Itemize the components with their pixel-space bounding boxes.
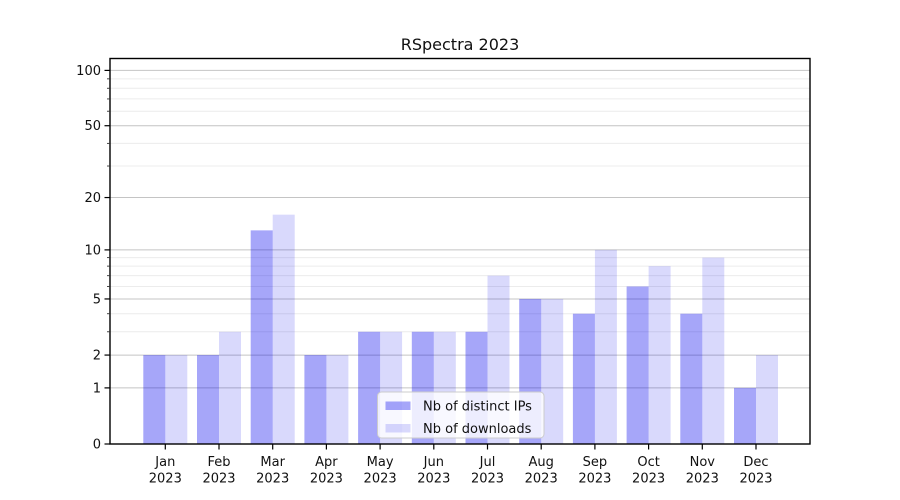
x-tick-label-jul: Jul 2023: [471, 455, 504, 487]
bar-apr-downloads: [326, 355, 349, 444]
x-tick-label-apr: Apr 2023: [310, 455, 343, 487]
y-tick-label-5: 5: [93, 292, 101, 307]
x-tick-label-dec: Dec 2023: [739, 455, 772, 487]
y-axis-labels: 0 1 2 5 10 20 50 100: [76, 64, 101, 453]
x-tick-label-jun: Jun 2023: [417, 455, 450, 487]
y-tick-label-0: 0: [93, 438, 101, 453]
bar-feb-distinct-ips: [197, 355, 219, 444]
bar-feb-downloads: [219, 331, 241, 444]
bar-oct-downloads: [648, 266, 671, 444]
legend: Nb of distinct IPs Nb of downloads: [377, 391, 545, 439]
bar-dec-downloads: [756, 355, 778, 444]
plot-border: [109, 57, 811, 445]
bar-dec-distinct-ips: [734, 387, 756, 444]
bar-mar-distinct-ips: [250, 230, 273, 444]
bar-nov-downloads: [702, 257, 725, 444]
bar-jan-downloads: [165, 355, 188, 444]
bar-nov-distinct-ips: [680, 313, 703, 444]
x-tick-label-oct: Oct 2023: [632, 455, 665, 487]
y-tick-label-20: 20: [84, 191, 101, 206]
y-tick-label-1: 1: [93, 381, 101, 396]
y-tick-label-2: 2: [93, 349, 101, 364]
chart-title: RSpectra 2023: [401, 35, 520, 54]
legend-label-distinct-ips: Nb of distinct IPs: [423, 400, 532, 415]
major-gridlines: [110, 69, 810, 389]
legend-swatch-downloads: [385, 424, 411, 433]
minor-gridlines: [110, 78, 810, 333]
bar-sep-distinct-ips: [572, 313, 595, 444]
bar-may-distinct-ips: [358, 331, 381, 444]
bar-jan-distinct-ips: [143, 355, 166, 444]
y-tick-label-100: 100: [76, 64, 101, 79]
legend-swatch-distinct-ips: [385, 401, 411, 410]
legend-box: [377, 391, 545, 439]
x-tick-label-feb: Feb 2023: [202, 455, 235, 487]
x-tick-label-nov: Nov 2023: [686, 455, 719, 487]
x-axis-labels: Jan 2023 Feb 2023 Mar 2023 Apr 2023 May 2023 Jun 20…: [149, 455, 773, 487]
legend-label-downloads: Nb of downloads: [423, 422, 532, 437]
x-tick-label-aug: Aug 2023: [525, 455, 558, 487]
x-tick-label-jan: Jan 2023: [149, 455, 182, 487]
y-tick-label-10: 10: [84, 243, 101, 258]
x-tick-label-may: May 2023: [364, 455, 397, 487]
bar-apr-distinct-ips: [304, 355, 327, 444]
x-tick-label-sep: Sep 2023: [578, 455, 611, 487]
bar-oct-distinct-ips: [626, 286, 649, 444]
bar-aug-downloads: [541, 298, 564, 444]
bar-sep-downloads: [594, 249, 617, 444]
axis-ticks: [104, 69, 757, 450]
bar-mar-downloads: [272, 214, 295, 444]
x-tick-label-mar: Mar 2023: [256, 455, 289, 487]
y-tick-label-50: 50: [84, 119, 101, 134]
